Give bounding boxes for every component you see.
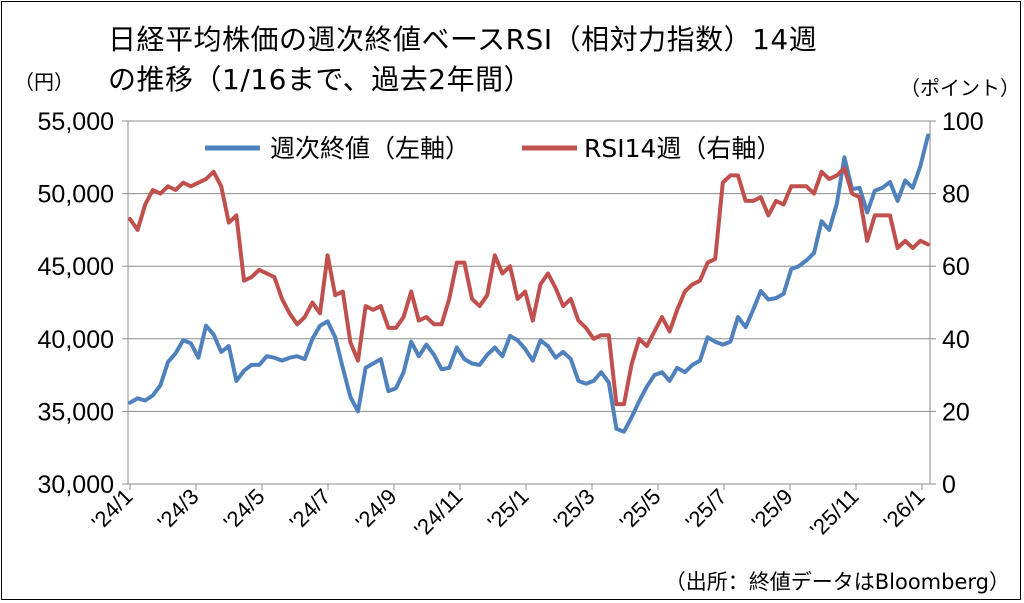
x-tick-label: '25/11 bbox=[805, 484, 863, 542]
x-tick-label: '24/9 bbox=[351, 484, 402, 535]
x-tick-label: '25/7 bbox=[681, 484, 732, 535]
chart-title-line2: の推移（1/16まで、過去2年間） bbox=[108, 63, 533, 96]
x-tick-label: '24/7 bbox=[285, 484, 336, 535]
right-axis-unit: （ポイント） bbox=[900, 76, 1020, 100]
x-tick-label: '25/9 bbox=[747, 484, 798, 535]
series-line-close bbox=[128, 133, 930, 434]
x-tick-label: '24/5 bbox=[219, 484, 270, 535]
left-tick-label: 45,000 bbox=[38, 253, 114, 281]
left-axis-unit: （円） bbox=[14, 70, 74, 94]
x-tick-label: '24/3 bbox=[153, 484, 204, 535]
right-tick-label: 80 bbox=[942, 181, 970, 209]
right-tick-label: 100 bbox=[942, 108, 984, 136]
series-line-rsi bbox=[128, 166, 930, 407]
left-tick-label: 55,000 bbox=[38, 108, 114, 136]
left-tick-label: 50,000 bbox=[38, 181, 114, 209]
right-tick-label: 0 bbox=[942, 471, 956, 499]
left-tick-label: 30,000 bbox=[38, 471, 114, 499]
x-tick-label: '24/11 bbox=[409, 484, 467, 542]
x-tick-label: '26/1 bbox=[879, 484, 930, 535]
source-note: （出所：終値データはBloomberg） bbox=[664, 570, 1010, 594]
legend-label: RSI14週（右軸） bbox=[584, 134, 781, 163]
left-tick-label: 35,000 bbox=[38, 398, 114, 426]
right-tick-label: 60 bbox=[942, 253, 970, 281]
left-tick-label: 40,000 bbox=[38, 326, 114, 354]
right-tick-label: 40 bbox=[942, 326, 970, 354]
right-tick-label: 20 bbox=[942, 398, 970, 426]
x-tick-label: '25/5 bbox=[615, 484, 666, 535]
legend-label: 週次終値（左軸） bbox=[270, 134, 470, 163]
chart-title-line1: 日経平均株価の週次終値ベースRSI（相対力指数）14週 bbox=[108, 23, 818, 56]
x-tick-label: '25/3 bbox=[549, 484, 600, 535]
x-tick-label: '25/1 bbox=[483, 484, 534, 535]
